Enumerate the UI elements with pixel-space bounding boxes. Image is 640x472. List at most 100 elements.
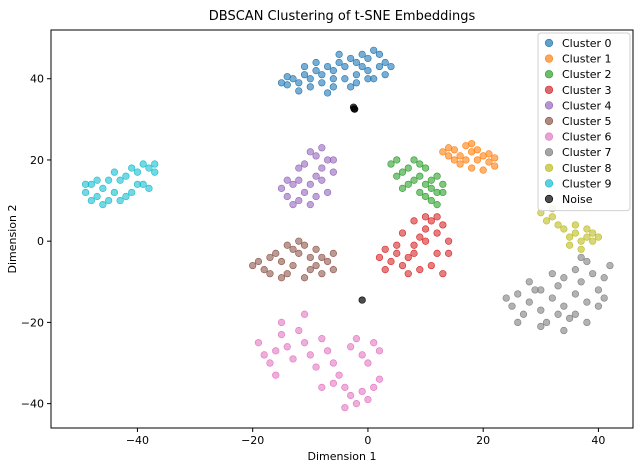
cluster-0-point: [312, 67, 320, 75]
cluster-6-point: [277, 318, 286, 327]
cluster-4-point: [312, 152, 320, 160]
cluster-5-point: [318, 253, 326, 262]
cluster-1-point: [456, 160, 464, 168]
cluster-3-point: [404, 253, 412, 262]
cluster-4-point: [323, 188, 332, 197]
cluster-6-point: [300, 339, 309, 347]
cluster-3-point: [427, 261, 435, 270]
cluster-7-point: [514, 290, 522, 298]
cluster-0-point: [352, 71, 361, 79]
cluster-6-point: [364, 395, 372, 404]
x-tick-label: 40: [591, 434, 605, 447]
cluster-7-point: [554, 310, 562, 318]
cluster-1-point: [456, 152, 464, 160]
cluster-1-point: [473, 156, 482, 164]
legend-marker: [544, 148, 554, 157]
cluster-6-point: [352, 335, 361, 343]
cluster-6-point: [341, 404, 349, 412]
legend-label: Cluster 4: [562, 99, 612, 112]
cluster-8-point: [566, 241, 574, 249]
cluster-8-point: [571, 221, 579, 229]
cluster-6-point: [375, 375, 384, 383]
cluster-9-point: [133, 180, 142, 188]
cluster-2-point: [393, 156, 401, 164]
x-tick-label: 20: [476, 434, 490, 447]
cluster-7-point: [525, 298, 533, 306]
cluster-3-point: [421, 213, 430, 221]
cluster-9-point: [122, 192, 130, 201]
cluster-5-point: [312, 261, 320, 270]
cluster-8-point: [560, 225, 568, 233]
cluster-4-point: [289, 201, 297, 209]
cluster-5-point: [323, 257, 332, 266]
cluster-6-point: [352, 400, 361, 408]
cluster-3-point: [410, 249, 418, 257]
cluster-1-point: [479, 166, 487, 174]
cluster-4-point: [306, 201, 314, 209]
cluster-9-point: [151, 168, 159, 176]
cluster-1-point: [462, 156, 470, 164]
cluster-6-point: [358, 351, 366, 359]
cluster-1-point: [491, 154, 499, 162]
legend-marker: [544, 132, 554, 141]
cluster-7-point: [594, 286, 603, 294]
cluster-0-point: [300, 62, 309, 71]
cluster-1-point: [439, 148, 447, 156]
cluster-4-point: [318, 144, 326, 152]
cluster-6-point: [347, 391, 355, 400]
cluster-3-point: [433, 229, 441, 237]
cluster-6-point: [283, 343, 291, 351]
legend-marker: [544, 116, 554, 126]
cluster-8-point: [583, 225, 591, 233]
legend-marker: [544, 101, 554, 110]
y-tick-label: 20: [30, 154, 44, 167]
cluster-8-point: [548, 213, 556, 221]
cluster-6-point: [260, 351, 268, 359]
cluster-7-point: [537, 306, 545, 314]
cluster-6-point: [375, 347, 384, 355]
cluster-7-point: [583, 318, 591, 327]
cluster-7-point: [606, 261, 614, 270]
cluster-0-point: [341, 75, 349, 83]
cluster-5-point: [266, 270, 274, 278]
cluster-4-point: [295, 196, 303, 205]
cluster-7-point: [514, 318, 522, 327]
cluster-0-point: [375, 50, 384, 58]
cluster-2-point: [427, 196, 435, 205]
cluster-9-point: [116, 196, 124, 205]
cluster-7-point: [537, 322, 545, 331]
cluster-5-point: [283, 270, 291, 278]
legend-label: Cluster 7: [562, 146, 612, 159]
cluster-3-point: [445, 237, 453, 245]
cluster-0-point: [283, 73, 291, 81]
legend-marker: [544, 163, 554, 172]
cluster-5-point: [306, 266, 314, 274]
cluster-9-point: [128, 188, 136, 197]
legend-marker: [544, 38, 554, 48]
cluster-6-point: [318, 335, 326, 343]
cluster-0-point: [335, 50, 343, 58]
cluster-0-point: [352, 58, 361, 67]
cluster-7-point: [571, 310, 579, 318]
cluster-7-point: [502, 294, 510, 302]
cluster-1-point: [445, 152, 453, 160]
x-tick-label: −40: [126, 434, 149, 447]
cluster-2-point: [398, 168, 407, 176]
cluster-9-point: [145, 184, 153, 192]
cluster-3-point: [439, 221, 447, 229]
cluster-0-point: [318, 71, 326, 79]
cluster-4-point: [318, 176, 326, 184]
cluster-6-point: [364, 359, 372, 367]
cluster-7-point: [542, 318, 551, 327]
legend-label: Cluster 5: [562, 115, 612, 128]
cluster-2-point: [416, 172, 424, 180]
cluster-9-point: [145, 164, 153, 172]
cluster-0-point: [341, 62, 349, 71]
cluster-2-point: [433, 172, 441, 180]
cluster-6-point: [318, 383, 326, 391]
cluster-5-point: [266, 253, 274, 262]
cluster-6-point: [341, 383, 349, 391]
cluster-8-point: [583, 233, 591, 241]
cluster-4-point: [295, 164, 303, 172]
legend-box: [537, 32, 631, 212]
